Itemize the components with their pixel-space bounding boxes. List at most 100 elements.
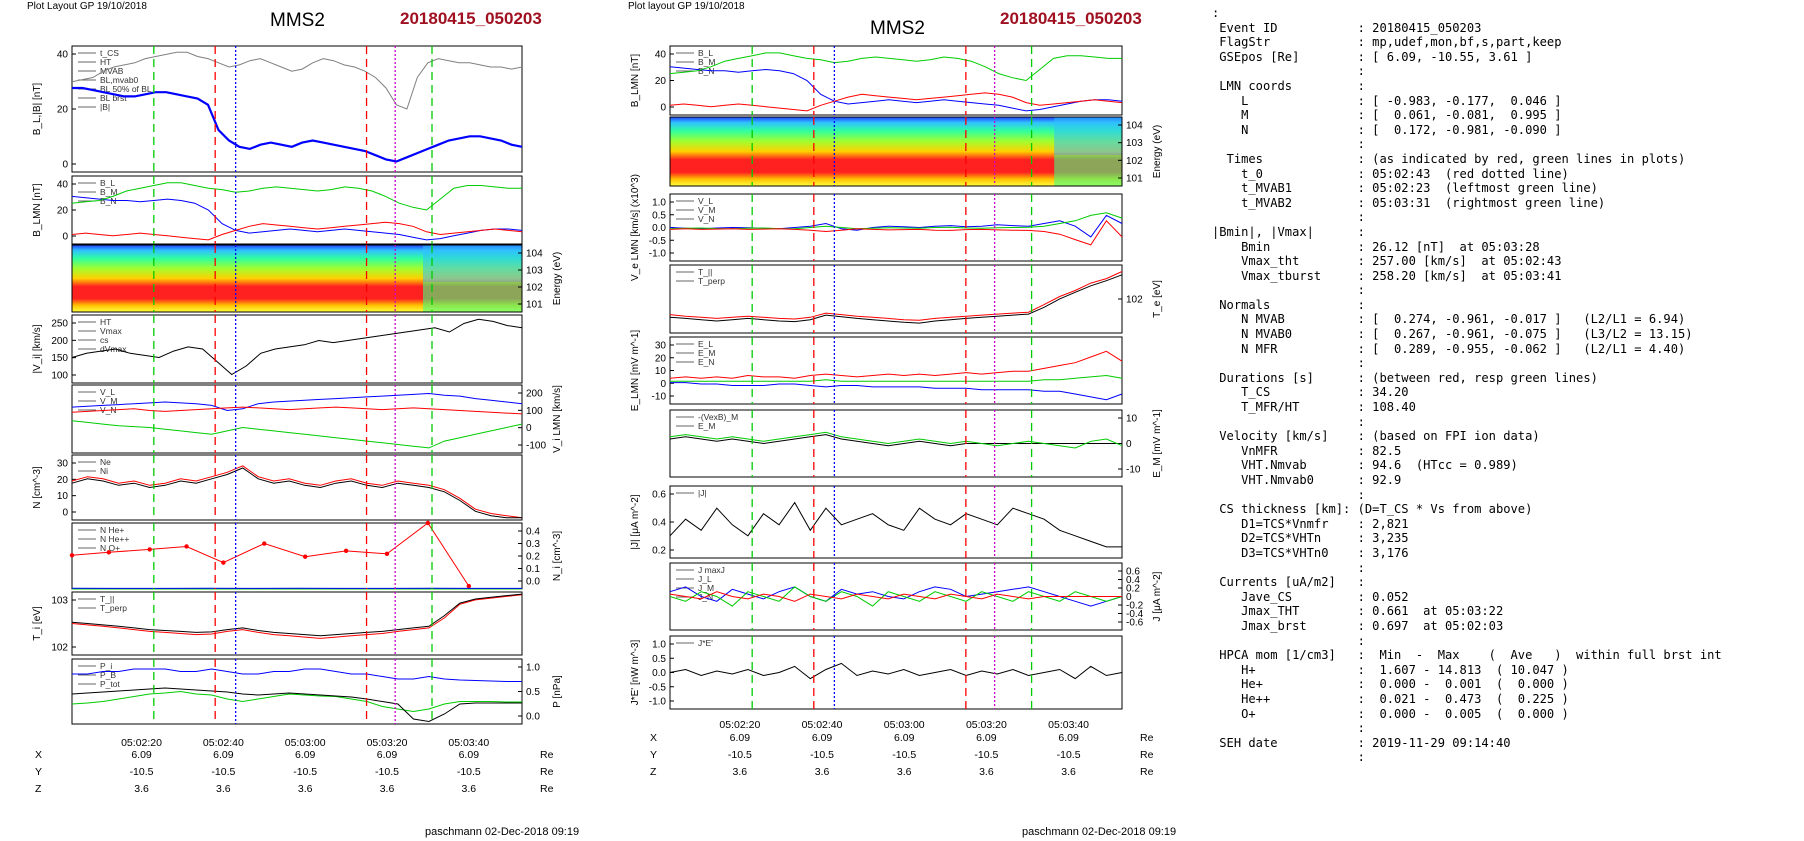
series-line xyxy=(669,501,1122,548)
info-line: D1=TCS*Vnmfr : 2,821 xyxy=(1212,516,1409,531)
info-line: T_CS : 34.20 xyxy=(1212,385,1409,400)
position-label: Z xyxy=(35,783,42,795)
info-line: : xyxy=(1212,414,1365,429)
position-value: 6.09 xyxy=(131,749,152,761)
y-axis-label: T_i [eV] xyxy=(32,606,43,641)
series-line xyxy=(71,406,523,415)
position-value: 6.09 xyxy=(377,749,398,761)
y-axis-label: P [nPa] xyxy=(552,675,563,708)
middle-spacecraft-title: MMS2 xyxy=(870,18,925,39)
info-line: N MVAB0 : [ 0.267, -0.961, -0.075 ] (L3/… xyxy=(1212,327,1693,342)
y-tick-label: 100 xyxy=(526,406,543,417)
legend-entry: |B| xyxy=(100,102,110,112)
data-point xyxy=(147,547,152,552)
position-value: 3.6 xyxy=(216,783,231,795)
y-tick-label: 0 xyxy=(62,508,68,519)
y-tick-label: 20 xyxy=(655,353,667,364)
y-tick-label: 150 xyxy=(51,353,68,364)
x-tick-label: 05:02:20 xyxy=(719,719,760,731)
left-layout-label: Plot Layout GP 19/10/2018 xyxy=(27,1,147,12)
y-tick-label: 20 xyxy=(57,475,69,486)
data-point xyxy=(221,560,226,565)
y-tick-label: 1.0 xyxy=(526,663,540,674)
info-line: : xyxy=(1212,560,1365,575)
y-tick-label: 0.2 xyxy=(652,546,666,557)
info-line: Vmax_tburst : 258.20 [km/s] at 05:03:41 xyxy=(1212,268,1562,283)
spectrogram-image xyxy=(670,117,1122,186)
y-tick-label: 0 xyxy=(660,103,666,114)
position-unit: Re xyxy=(540,766,554,778)
series-line xyxy=(669,92,1123,112)
y-tick-label: -100 xyxy=(526,441,546,452)
position-unit: Re xyxy=(1140,732,1154,744)
panel-frame xyxy=(669,45,1123,116)
position-label: Y xyxy=(35,766,42,778)
left-spacecraft-title: MMS2 xyxy=(270,10,325,31)
y-axis-label: T_e [eV] xyxy=(1152,280,1163,318)
series-line xyxy=(71,594,523,639)
y-tick-label: 0 xyxy=(1126,592,1132,603)
info-line: Jmax_THT : 0.661 at 05:03:22 xyxy=(1212,604,1504,619)
series-line xyxy=(669,220,1123,246)
y-tick-label: 0.0 xyxy=(652,668,666,679)
y-axis-label: E_M [mV m^-1] xyxy=(1152,409,1163,478)
y-tick-label: 100 xyxy=(51,371,68,382)
data-point xyxy=(69,553,75,558)
legend-entry: E_L xyxy=(698,339,713,349)
position-value: -10.5 xyxy=(375,766,399,778)
x-tick-label: 05:03:20 xyxy=(367,737,408,749)
y-tick-label: 102 xyxy=(526,283,543,294)
info-line: : xyxy=(1212,750,1365,765)
y-tick-label: -1.0 xyxy=(649,249,667,260)
series-line xyxy=(71,593,523,637)
legend-entry: N He+ xyxy=(100,525,124,535)
position-value: 3.6 xyxy=(298,783,313,795)
info-line: : xyxy=(1212,137,1365,152)
series-line xyxy=(71,221,523,241)
legend-entry: N He++ xyxy=(100,534,129,544)
position-value: 6.09 xyxy=(730,732,751,744)
legend-entry: N O+ xyxy=(100,543,120,553)
y-tick-label: 30 xyxy=(57,459,69,470)
y-tick-label: 104 xyxy=(1126,121,1143,132)
info-line: VHT.Nmvab0 : 92.9 xyxy=(1212,473,1402,487)
x-tick-label: 05:03:40 xyxy=(448,737,489,749)
info-line: FlagStr : mp,udef,mon,bf,s,part,keep xyxy=(1212,35,1562,50)
position-unit: Re xyxy=(1140,766,1154,778)
legend-entry: P_B xyxy=(100,670,116,680)
y-axis-label: B_L,|B| [nT] xyxy=(32,83,43,136)
info-line: t_MVAB1 : 05:02:23 (leftmost green line) xyxy=(1212,181,1598,196)
panel-frame xyxy=(71,244,523,313)
info-line: D3=TCS*VHTn0 : 3,176 xyxy=(1212,545,1409,560)
y-axis-label: N [cm^-3] xyxy=(32,466,43,509)
series-line xyxy=(669,52,1122,82)
position-value: 3.6 xyxy=(897,766,912,778)
info-line: N MFR : [ 0.289, -0.955, -0.062 ] (L2/L1… xyxy=(1212,341,1686,356)
legend-entry: t_CS xyxy=(100,48,119,58)
y-tick-label: 0.0 xyxy=(526,577,540,588)
y-axis-label: N_i [cm^-3] xyxy=(552,531,563,581)
legend-entry: T_perp xyxy=(100,603,127,613)
y-axis-label: B_LMN [nT] xyxy=(630,54,641,108)
legend-entry: B_L xyxy=(698,48,713,58)
y-tick-label: 200 xyxy=(526,389,543,400)
info-line: CS thickness [km]: (D=T_CS * Vs from abo… xyxy=(1212,502,1533,517)
y-tick-label: -10 xyxy=(652,392,667,403)
y-tick-label: 0.6 xyxy=(652,490,666,501)
info-line: : xyxy=(1212,356,1365,371)
data-point xyxy=(425,520,431,526)
data-point xyxy=(466,583,472,589)
series-line xyxy=(71,467,522,519)
position-value: -10.5 xyxy=(130,766,154,778)
data-point xyxy=(302,554,308,559)
middle-panel-je: 1.0 0.5 0.0 -0.5 -1.0 J*E' [nW m^-3] J*E' xyxy=(630,635,1123,710)
y-tick-label: 0.2 xyxy=(526,552,540,563)
event-info-panel: : Event ID : 20180415_050203 FlagStr : m… xyxy=(1212,6,1802,836)
info-line: Normals : xyxy=(1212,297,1365,312)
info-line: Durations [s] : (between red, resp green… xyxy=(1212,370,1598,385)
left-panel-ti: 103 102 T_i [eV] T_||T_perp xyxy=(32,591,523,656)
y-tick-label: 0.3 xyxy=(526,539,540,550)
position-value: 6.09 xyxy=(1058,732,1079,744)
position-value: -10.5 xyxy=(728,749,752,761)
